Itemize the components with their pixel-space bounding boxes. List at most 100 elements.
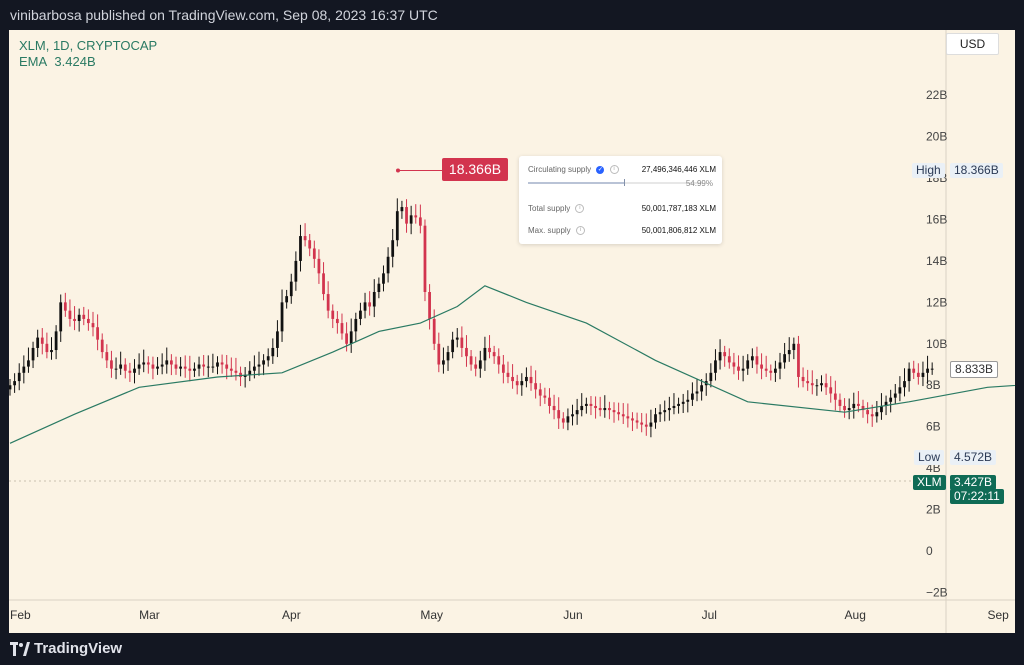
xlm-value-tag: 3.427B: [950, 475, 997, 490]
low-value-tag: 4.572B: [950, 450, 997, 465]
candle-body: [866, 410, 870, 415]
circulating-progress-marker: [624, 179, 626, 186]
candle-body: [584, 403, 588, 406]
candle-body: [165, 360, 169, 365]
candle-body: [239, 372, 242, 377]
circulating-percent: 54.99%: [685, 179, 713, 188]
candle-body: [91, 323, 95, 328]
candle-body: [432, 318, 436, 344]
candle-body: [285, 296, 289, 303]
currency-button[interactable]: USD: [946, 33, 999, 55]
candle-body: [455, 337, 459, 340]
candle-body: [280, 302, 284, 332]
candle-body: [718, 352, 722, 361]
candle-body: [529, 376, 533, 384]
candle-body: [903, 381, 906, 388]
candle-body: [617, 412, 621, 415]
candle-body: [299, 236, 302, 261]
high-callout: 18.366B: [442, 158, 508, 181]
candle-body: [525, 376, 528, 382]
info-icon[interactable]: i: [575, 204, 585, 214]
candle-body: [483, 347, 487, 361]
candle-body: [870, 414, 874, 417]
candle-body: [312, 248, 316, 259]
candle-body: [506, 372, 510, 377]
candle-body: [391, 240, 395, 257]
candle-body: [492, 352, 496, 357]
candle-body: [105, 352, 109, 361]
candle-body: [875, 412, 879, 417]
candle-body: [695, 391, 699, 394]
candle-body: [271, 347, 275, 357]
candle-body: [635, 420, 639, 423]
candle-body: [308, 240, 312, 249]
candle-body: [557, 410, 561, 419]
candle-body: [774, 368, 777, 373]
candle-body: [142, 362, 146, 365]
info-icon[interactable]: i: [609, 165, 619, 175]
candle-body: [787, 350, 791, 355]
candle-body: [437, 343, 441, 365]
candle-body: [681, 401, 685, 404]
candle-body: [921, 372, 925, 377]
candle-body: [146, 362, 150, 365]
supply-card: Circulating supply ✓ i 27,496,346,446 XL…: [519, 156, 722, 244]
candle-body: [405, 207, 408, 224]
candle-body: [193, 368, 196, 371]
candle-body: [760, 364, 763, 369]
candle-body: [354, 318, 358, 332]
candle-body: [119, 364, 123, 369]
candle-body: [691, 393, 694, 400]
candle-body: [345, 333, 348, 344]
circulating-row: Circulating supply ✓ i 27,496,346,446 XL…: [528, 165, 716, 175]
info-icon[interactable]: i: [575, 226, 585, 236]
candle-body: [764, 368, 768, 371]
candle-body: [96, 327, 99, 340]
candle-body: [732, 362, 736, 367]
candle-body: [442, 360, 445, 365]
chart-panel[interactable]: 22B 20B 18B 16B 14B 12B 10B 8B 6B 4B 2B 0 −2B Feb Mar A…: [9, 30, 1015, 633]
candle-body: [63, 302, 67, 311]
candle-body: [331, 310, 335, 319]
candle-body: [169, 360, 173, 365]
candle-body: [612, 410, 616, 413]
candle-body: [423, 225, 427, 292]
candle-body: [792, 343, 796, 351]
candle-body: [225, 364, 229, 369]
y-tick-label: 16B: [926, 212, 947, 226]
candle-body: [266, 356, 270, 361]
candle-body: [571, 414, 574, 417]
xlm-label-tag: XLM: [913, 475, 946, 490]
x-tick-label: Apr: [282, 608, 301, 622]
candle-body: [156, 366, 159, 369]
candle-body: [778, 362, 782, 369]
candle-body: [880, 405, 883, 413]
candle-body: [395, 211, 399, 241]
candle-body: [197, 364, 201, 369]
candle-body: [907, 368, 911, 382]
candle-body: [465, 347, 468, 357]
y-tick-label: −2B: [926, 585, 948, 599]
candle-body: [847, 408, 851, 411]
candle-body: [335, 318, 339, 324]
candle-body: [294, 260, 298, 282]
candle-body: [474, 364, 478, 369]
candle-body: [478, 360, 482, 369]
candle-body: [820, 383, 823, 386]
candle-body: [667, 408, 671, 411]
candle-body: [372, 292, 376, 307]
tradingview-logo-icon: [10, 642, 30, 656]
candle-body: [658, 412, 662, 415]
candle-body: [17, 372, 21, 382]
candle-body: [368, 302, 372, 307]
candle-body: [737, 366, 740, 371]
candle-body: [382, 273, 385, 284]
candle-body: [723, 352, 727, 357]
candle-body: [110, 360, 113, 369]
candle-body: [216, 362, 219, 367]
max-value: 50,001,806,812 XLM: [641, 226, 716, 235]
candle-body: [377, 283, 381, 292]
candle-body: [428, 292, 431, 319]
candle-body: [243, 374, 247, 377]
